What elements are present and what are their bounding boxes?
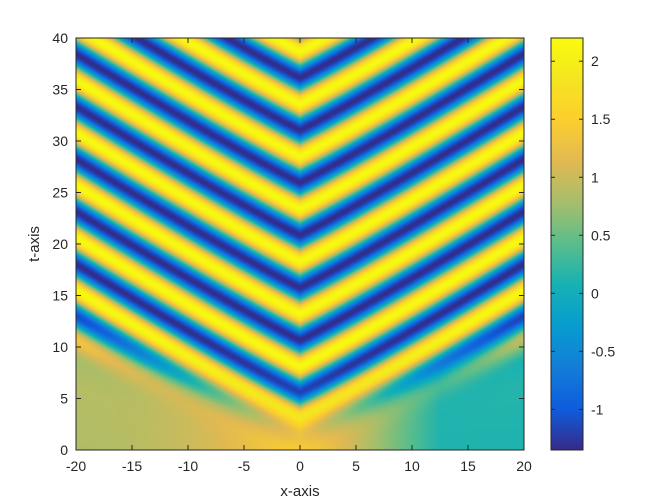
x-tick-label: -5 bbox=[238, 458, 251, 474]
x-tick-label: -15 bbox=[122, 458, 142, 474]
colorbar-box bbox=[550, 37, 584, 451]
x-tick-label: 20 bbox=[516, 458, 532, 474]
colorbar-ticks: -1 -0.5 0 0.5 1 1.5 2 bbox=[551, 53, 615, 417]
y-tick-label: 35 bbox=[52, 82, 68, 98]
y-axis-ticks: 0 5 10 15 20 25 30 35 40 bbox=[52, 30, 524, 458]
y-tick-label: 20 bbox=[52, 236, 68, 252]
y-tick-label: 30 bbox=[52, 133, 68, 149]
y-tick-label: 25 bbox=[52, 185, 68, 201]
y-tick-label: 40 bbox=[52, 30, 68, 46]
x-tick-label: 15 bbox=[460, 458, 476, 474]
y-axis-label: t-axis bbox=[26, 226, 43, 262]
colorbar-tick-label: 0.5 bbox=[591, 227, 611, 243]
y-tick-label: 0 bbox=[60, 442, 68, 458]
colorbar-tick-label: -0.5 bbox=[591, 343, 615, 359]
x-tick-label: 10 bbox=[404, 458, 420, 474]
colorbar-tick-label: 1 bbox=[591, 169, 599, 185]
heatmap-surface bbox=[76, 38, 524, 450]
x-axis-label: x-axis bbox=[280, 483, 319, 500]
y-tick-label: 10 bbox=[52, 339, 68, 355]
x-axis-ticks: -20 -15 -10 -5 0 5 10 15 20 bbox=[66, 38, 532, 474]
y-tick-label: 15 bbox=[52, 288, 68, 304]
x-tick-label: 0 bbox=[296, 458, 304, 474]
colorbar-tick-label: -1 bbox=[591, 401, 604, 417]
colorbar-tick-label: 1.5 bbox=[591, 111, 611, 127]
x-tick-label: -10 bbox=[178, 458, 198, 474]
colorbar-tick-label: 0 bbox=[591, 285, 599, 301]
colorbar-tick-label: 2 bbox=[591, 53, 599, 69]
x-tick-label: 5 bbox=[352, 458, 360, 474]
x-tick-label: -20 bbox=[66, 458, 86, 474]
y-tick-label: 5 bbox=[60, 391, 68, 407]
colorbar-gradient bbox=[551, 38, 583, 450]
